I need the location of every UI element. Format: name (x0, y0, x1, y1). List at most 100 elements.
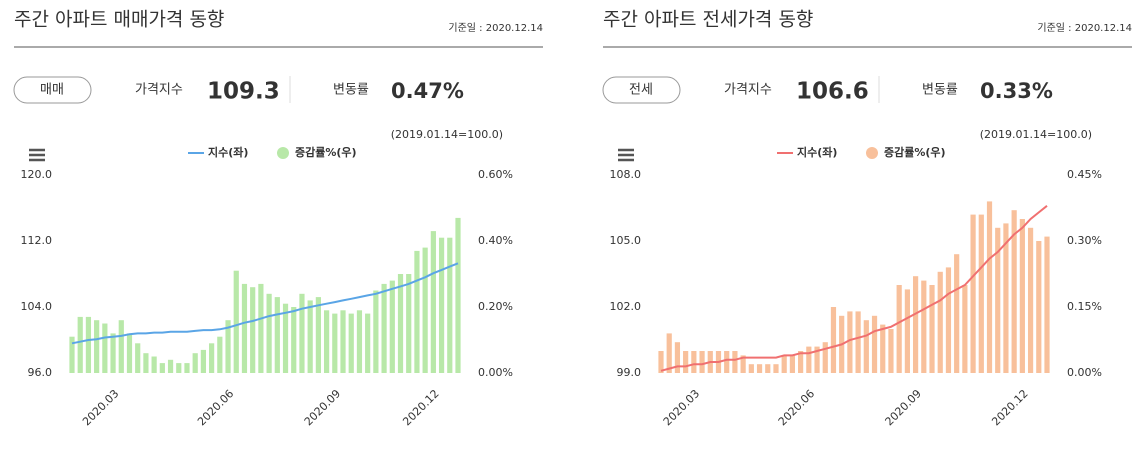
date-label: 기준일 : 2020.12.14 (448, 22, 543, 34)
legend-label[interactable]: 지수(좌) (797, 145, 837, 159)
bar (209, 343, 215, 373)
bar (77, 316, 83, 373)
bar (724, 351, 730, 373)
legend-label[interactable]: 지수(좌) (208, 145, 248, 159)
index-line (71, 262, 459, 345)
bar (258, 283, 264, 373)
button[interactable] (602, 76, 681, 104)
change-label: 변동률 (333, 83, 369, 98)
index-label: 가격지수 (724, 83, 772, 98)
bar (373, 290, 379, 373)
legend-dot (277, 147, 289, 159)
bar (85, 316, 92, 373)
y-tick-label: 112.0 (21, 234, 53, 247)
bar (666, 333, 672, 373)
bar (970, 214, 976, 373)
button-label[interactable]: 전세 (629, 83, 653, 98)
bar (69, 336, 75, 373)
legend-label[interactable]: 증감률%(우) (884, 145, 946, 159)
y2-tick-label: 0.20% (478, 300, 513, 313)
y2-tick-label: 0.30% (1067, 234, 1102, 247)
bar (94, 320, 100, 373)
button-label[interactable]: 매매 (40, 83, 64, 98)
bar (159, 363, 165, 373)
y2-tick-label: 0.00% (478, 366, 513, 379)
y-tick-label: 108.0 (610, 168, 642, 181)
bar (381, 283, 387, 373)
bar (765, 364, 771, 373)
bar (847, 311, 853, 373)
bar (438, 237, 445, 373)
bar (995, 227, 1001, 373)
bar (683, 351, 689, 373)
bar (447, 237, 453, 373)
bar (291, 307, 297, 373)
bar (937, 271, 943, 373)
bar (110, 333, 116, 373)
bar (1011, 210, 1017, 373)
bar (1036, 241, 1042, 373)
y-tick-label: 105.0 (610, 234, 642, 247)
bar (674, 342, 681, 373)
x-tick-label: 2020.06 (195, 387, 236, 428)
y-tick-label: 96.0 (28, 366, 53, 379)
bar (1003, 223, 1009, 373)
bar (871, 315, 878, 373)
bar (986, 201, 993, 373)
bar (241, 283, 248, 373)
index-label: 가격지수 (135, 83, 183, 98)
bar (798, 351, 804, 373)
annotation: (2019.01.14=100.0) (391, 128, 503, 141)
bar (978, 214, 984, 373)
x-tick-label: 2020.03 (80, 387, 121, 428)
bar (167, 359, 174, 373)
bar (773, 364, 779, 373)
index-value: 106.6 (796, 79, 869, 105)
bar (135, 343, 141, 373)
y2-tick-label: 0.40% (478, 234, 513, 247)
bar (888, 329, 894, 373)
bar (789, 355, 796, 373)
bar (830, 307, 837, 373)
bar (406, 274, 412, 373)
bar (929, 285, 935, 373)
change-label: 변동률 (922, 83, 958, 98)
bar (896, 285, 902, 373)
bar (880, 324, 886, 373)
bar (250, 287, 256, 373)
bar (225, 320, 231, 373)
bar (143, 353, 149, 373)
bar (756, 364, 763, 373)
bar (430, 231, 436, 373)
bar (299, 293, 305, 373)
bar (348, 313, 354, 373)
bar (732, 351, 738, 373)
x-tick-label: 2020.12 (400, 387, 441, 428)
y2-tick-label: 0.45% (1067, 168, 1102, 181)
bar (904, 289, 910, 373)
change-value: 0.33% (980, 79, 1053, 103)
x-tick-label: 2020.06 (776, 387, 817, 428)
bar (332, 313, 338, 373)
bar (863, 320, 869, 373)
bar (658, 351, 664, 373)
button[interactable] (13, 76, 92, 104)
date-label: 기준일 : 2020.12.14 (1037, 22, 1132, 34)
bar (126, 333, 133, 373)
bar (945, 267, 952, 373)
bar (217, 336, 223, 373)
y-tick-label: 104.0 (21, 300, 53, 313)
legend-label[interactable]: 증감률%(우) (295, 145, 357, 159)
bar (315, 297, 321, 373)
index-value: 109.3 (207, 79, 280, 105)
y-tick-label: 99.0 (617, 366, 642, 379)
panel-title: 주간 아파트 매매가격 동향 (14, 9, 224, 31)
bar (414, 250, 420, 373)
bar (192, 353, 198, 373)
bar (266, 293, 272, 373)
bar (397, 274, 404, 373)
bar (118, 320, 124, 373)
bar (1027, 227, 1034, 373)
bar (356, 310, 363, 373)
